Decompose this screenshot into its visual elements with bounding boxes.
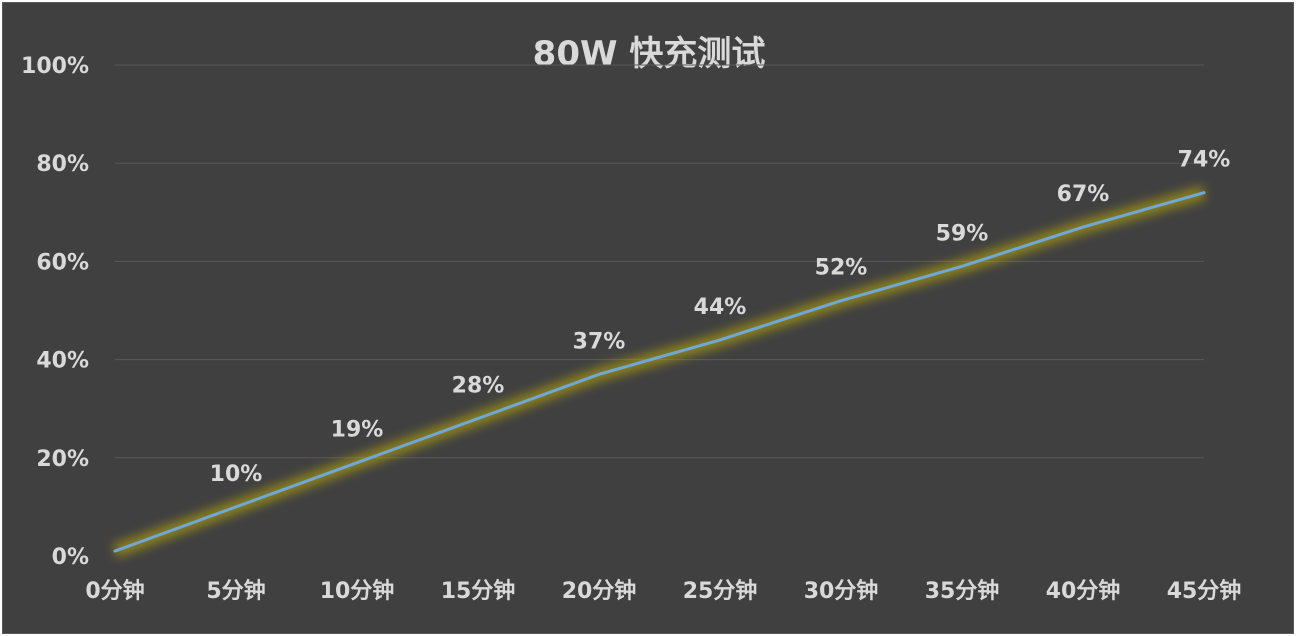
x-tick-label: 30分钟 xyxy=(804,578,879,604)
x-tick-label: 10分钟 xyxy=(320,578,395,604)
series-layer xyxy=(112,185,1206,558)
y-axis: 0% 20% 40% 60% 80% 100% xyxy=(21,54,89,570)
data-labels: 10% 19% 28% 37% 44% 52% 59% 67% 74% xyxy=(210,148,1231,487)
gridlines xyxy=(115,64,1204,459)
line-chart: 80W 快充测试 0% 20% 40% 60% 80% 100% 0分钟 5分钟 10分钟 15… xyxy=(21,34,1241,604)
series-glow xyxy=(112,185,1206,558)
y-tick-label: 60% xyxy=(36,250,89,275)
data-label: 19% xyxy=(331,418,384,443)
series-line xyxy=(113,191,1206,553)
data-label: 44% xyxy=(694,295,747,320)
data-label: 10% xyxy=(210,462,263,487)
x-tick-label: 0分钟 xyxy=(85,578,144,604)
data-label: 59% xyxy=(936,221,989,246)
y-tick-label: 40% xyxy=(36,349,89,374)
data-label: 52% xyxy=(815,256,868,281)
data-label: 28% xyxy=(452,374,505,399)
y-tick-label: 20% xyxy=(36,447,89,472)
y-tick-label: 0% xyxy=(52,545,89,570)
x-tick-label: 15分钟 xyxy=(441,578,516,604)
x-tick-label: 40分钟 xyxy=(1046,578,1121,604)
data-label: 37% xyxy=(573,329,626,354)
x-tick-label: 25分钟 xyxy=(683,578,758,604)
x-tick-label: 5分钟 xyxy=(206,578,265,604)
chart-title: 80W 快充测试 xyxy=(533,34,766,74)
x-tick-label: 20分钟 xyxy=(562,578,637,604)
x-axis: 0分钟 5分钟 10分钟 15分钟 20分钟 25分钟 30分钟 35分钟 40分钟 45分钟 xyxy=(85,578,1241,604)
data-label: 74% xyxy=(1178,148,1231,173)
x-tick-label: 45分钟 xyxy=(1167,578,1242,604)
y-tick-label: 80% xyxy=(36,152,89,177)
data-label: 67% xyxy=(1057,182,1110,207)
y-tick-label: 100% xyxy=(21,54,89,79)
x-tick-label: 35分钟 xyxy=(925,578,1000,604)
